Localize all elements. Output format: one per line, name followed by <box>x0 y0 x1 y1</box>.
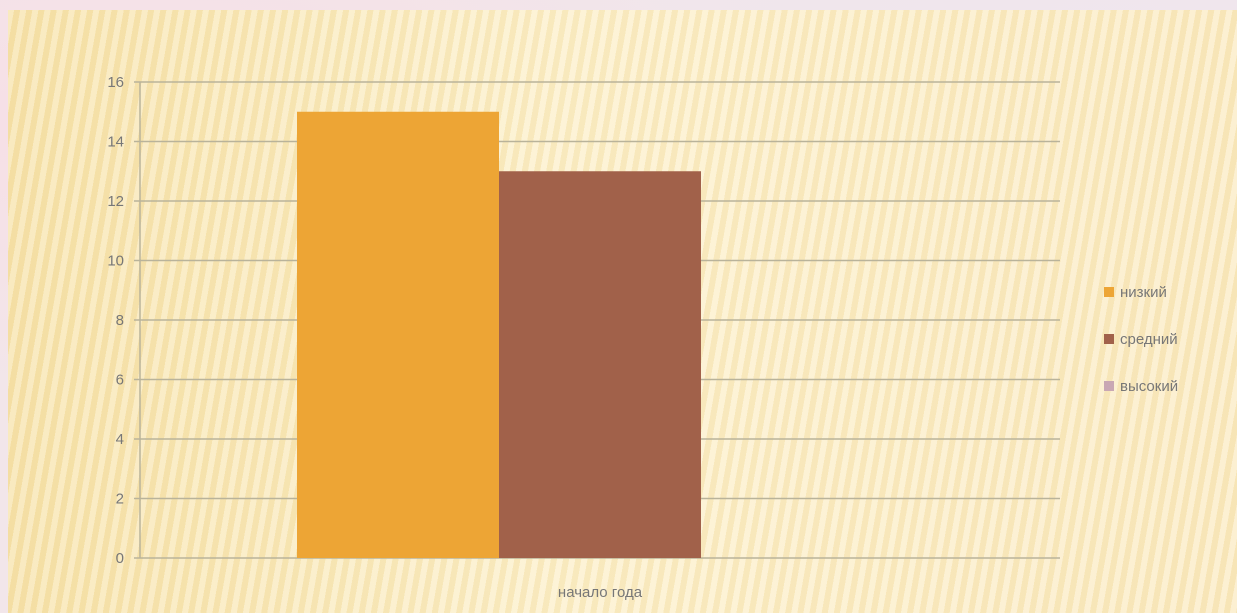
y-tick-label: 10 <box>107 253 124 270</box>
legend-swatch <box>1104 287 1114 297</box>
legend-label: средний <box>1120 331 1178 348</box>
legend-label: высокий <box>1120 378 1178 395</box>
y-axis-ticks: 0 2 4 6 8 10 12 14 16 <box>107 74 124 567</box>
y-tick-label: 14 <box>107 134 124 151</box>
bars <box>297 111 701 558</box>
legend-swatch <box>1104 334 1114 344</box>
y-tick-label: 2 <box>116 491 124 508</box>
bar-2 <box>499 171 701 558</box>
y-tick-label: 4 <box>116 431 124 448</box>
y-tick-label: 6 <box>116 372 124 389</box>
legend: низкий средний высокий <box>1104 284 1178 395</box>
y-tick-label: 12 <box>107 193 124 210</box>
x-axis-categories: начало года <box>558 584 643 601</box>
y-tick-label: 8 <box>116 312 124 329</box>
x-category-label: начало года <box>558 584 643 601</box>
bar-1 <box>297 111 499 558</box>
y-tick-label: 0 <box>116 550 124 567</box>
y-tick-label: 16 <box>107 74 124 91</box>
legend-swatch <box>1104 381 1114 391</box>
legend-label: низкий <box>1120 284 1167 301</box>
